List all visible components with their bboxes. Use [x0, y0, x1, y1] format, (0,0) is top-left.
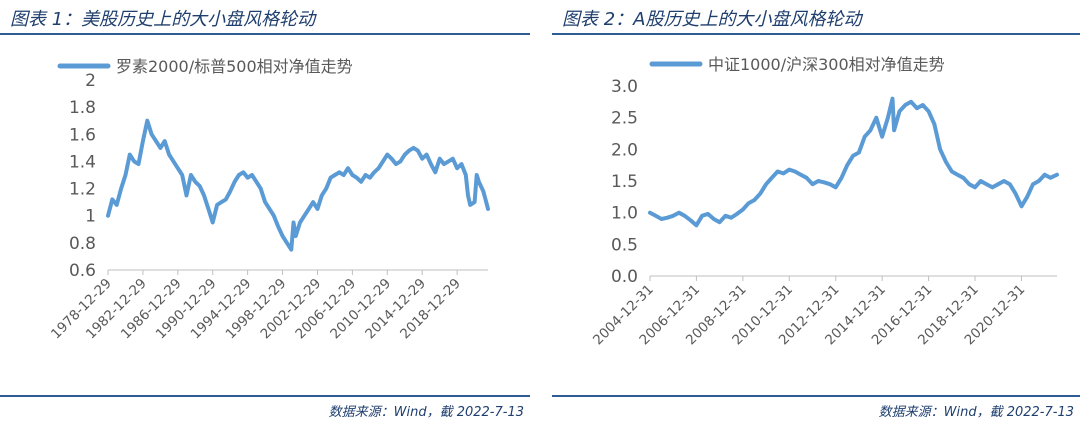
series-line — [106, 118, 490, 252]
y-tick-label: 2.5 — [611, 109, 638, 129]
data-source: 数据来源：Wind，截 2022-7-13 — [328, 405, 524, 420]
y-tick-label: 1.4 — [69, 152, 96, 172]
chart-panel-a-share: 图表 2：A股历史上的大小盘风格轮动 0.0 0.5 1.0 1.5 2.0 2.5 3.0… — [552, 0, 1080, 423]
y-tick-label: 1.8 — [69, 98, 96, 118]
chart-a-share-small-vs-large: 0.00.51.01.52.02.53.02004-12-312006-12-3… — [590, 55, 1059, 348]
y-tick-label: 3.0 — [611, 77, 638, 97]
y-tick-label: 1.6 — [69, 125, 96, 145]
series-line — [648, 96, 1059, 228]
y-tick-label: 0.6 — [69, 261, 96, 281]
figure-title: 图表 2：A股历史上的大小盘风格轮动 — [562, 9, 862, 30]
source-bar: 数据来源：Wind，截 2022-7-13 — [552, 395, 1080, 425]
y-tick-label: 0.0 — [611, 267, 638, 287]
y-tick-label: 2 — [85, 71, 96, 91]
legend-label: 中证1000/沪深300相对净值走势 — [708, 55, 945, 74]
y-tick-label: 1 — [85, 207, 96, 227]
y-tick-label: 0.8 — [69, 234, 96, 254]
title-bar: 图表 2：A股历史上的大小盘风格轮动 — [552, 3, 1080, 35]
title-bar: 图表 1：美股历史上的大小盘风格轮动 — [0, 3, 530, 35]
chart-us-small-vs-large: 0.60.811.21.41.61.821978-12-291982-12-29… — [48, 57, 490, 342]
y-tick-label: 1.0 — [611, 204, 638, 224]
y-tick-label: 0.5 — [611, 235, 638, 255]
y-tick-label: 1.5 — [611, 172, 638, 192]
chart-panel-us: 图表 1：美股历史上的大小盘风格轮动 0.6 0.8 1 1.2 1.4 1.6 1.8 2 1… — [0, 0, 530, 423]
y-tick-label: 1.2 — [69, 180, 96, 200]
source-bar: 数据来源：Wind，截 2022-7-13 — [0, 395, 530, 425]
data-source: 数据来源：Wind，截 2022-7-13 — [878, 405, 1074, 420]
legend-label: 罗素2000/标普500相对净值走势 — [116, 57, 353, 76]
y-tick-label: 2.0 — [611, 140, 638, 160]
figure-title: 图表 1：美股历史上的大小盘风格轮动 — [10, 9, 316, 30]
